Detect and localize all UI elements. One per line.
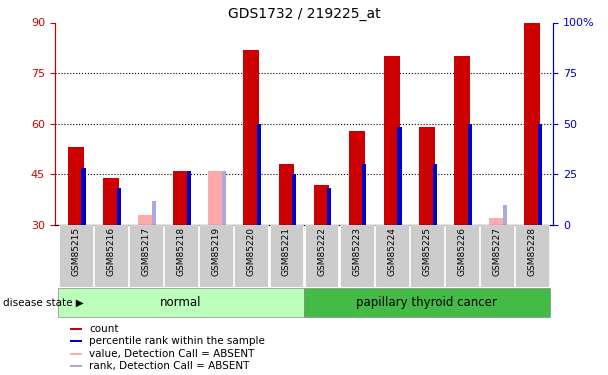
Text: GSM85217: GSM85217 [142,227,151,276]
Bar [516,225,549,287]
Text: papillary thyroid cancer: papillary thyroid cancer [356,296,497,309]
Bar [58,288,304,317]
Bar [257,124,261,225]
Text: GSM85225: GSM85225 [423,227,432,276]
Bar [70,365,81,367]
Bar [70,328,81,330]
Bar [173,171,189,225]
Bar [327,188,331,225]
Text: GSM85226: GSM85226 [457,227,466,276]
Bar [503,205,507,225]
Text: rank, Detection Call = ABSENT: rank, Detection Call = ABSENT [89,361,249,371]
Title: GDS1732 / 219225_at: GDS1732 / 219225_at [227,8,381,21]
Bar [94,225,128,287]
Text: GSM85221: GSM85221 [282,227,291,276]
Bar [480,225,514,287]
Text: GSM85219: GSM85219 [212,227,221,276]
Bar [398,127,402,225]
Bar [164,225,198,287]
Text: GSM85215: GSM85215 [71,227,80,276]
Text: GSM85227: GSM85227 [492,227,502,276]
Text: GSM85223: GSM85223 [352,227,361,276]
Bar [410,225,444,287]
Text: GSM85224: GSM85224 [387,227,396,276]
Bar [81,168,86,225]
Bar [129,225,163,287]
Bar [340,225,373,287]
Bar [70,352,81,355]
Bar [199,225,233,287]
Bar [538,124,542,225]
Bar [243,50,259,225]
Bar [419,127,435,225]
Text: GSM85222: GSM85222 [317,227,326,276]
Bar [432,164,437,225]
Bar [375,225,409,287]
Text: percentile rank within the sample: percentile rank within the sample [89,336,265,346]
Text: GSM85220: GSM85220 [247,227,256,276]
Text: disease state ▶: disease state ▶ [3,298,84,308]
Bar [103,178,119,225]
Bar [314,184,330,225]
Bar [117,188,121,225]
Bar [524,22,540,225]
Bar [235,225,268,287]
Text: normal: normal [161,296,202,309]
Text: GSM85228: GSM85228 [528,227,537,276]
Text: GSM85218: GSM85218 [176,227,185,276]
Bar [70,340,81,342]
Bar [489,218,505,225]
Text: value, Detection Call = ABSENT: value, Detection Call = ABSENT [89,349,255,358]
Bar [454,56,470,225]
Bar [445,225,479,287]
Bar [305,225,339,287]
Bar [362,164,367,225]
Bar [151,201,156,225]
Bar [468,124,472,225]
Bar [278,164,294,225]
Bar [384,56,399,225]
Text: count: count [89,324,119,334]
Bar [292,174,296,225]
Bar [269,225,303,287]
Bar [138,215,154,225]
Bar [222,171,226,225]
Bar [68,147,84,225]
Bar [209,171,224,225]
Bar [349,130,365,225]
Text: GSM85216: GSM85216 [106,227,116,276]
Bar [304,288,550,317]
Bar [187,171,191,225]
Bar [59,225,92,287]
